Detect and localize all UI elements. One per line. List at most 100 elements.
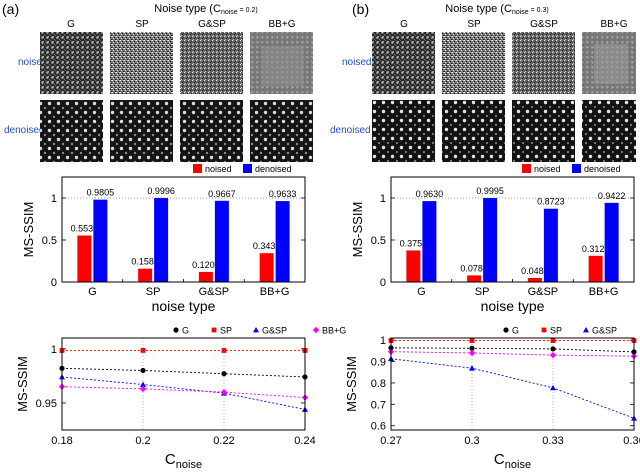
image-col-header-a-sp: SP (135, 19, 149, 30)
y-tick-label-b-0: 0 (380, 277, 386, 289)
legend-label-denoised-a: denoised (255, 164, 292, 174)
x-tick-label-b-2: G&SP (528, 286, 559, 298)
bar-denoised-b-3 (604, 202, 619, 282)
y-tick-label-b-2: 0.8 (371, 378, 386, 390)
line-chart-a: 0.18 0.2 0.22 0.24 0.95 1 G SP G&SP BB+G Cnoise MS-… (15, 326, 346, 472)
y-tick-label-b-2: 1 (380, 193, 386, 205)
blob-region-a (262, 46, 304, 86)
point-bbg-a-2 (220, 388, 228, 396)
series-line-gsp-b (390, 358, 635, 419)
legend-swatch-denoised-b (572, 164, 581, 173)
bar-chart-b: 0.3758 0.9630 G 0.0788 0.9995 SP 0.0484 0.8723 G… (350, 164, 635, 314)
point-g-b-2 (550, 346, 556, 352)
x-axis-label-c-a: C (165, 451, 176, 468)
plot-frame-b (390, 337, 635, 431)
image-grid-b (372, 32, 636, 162)
legend-label-gsp-b: G&SP (592, 326, 617, 336)
y-tick-label-a-1: 0.5 (42, 235, 57, 247)
point-g-a-1 (140, 367, 146, 374)
x-tick-label-b-3: BB+G (589, 286, 619, 298)
value-label-noised-a-1: 0.1585 (131, 257, 159, 267)
bar-noised-b-2 (527, 277, 542, 282)
x-tick-label-a-1: 0.2 (135, 435, 150, 447)
bar-denoised-b-2 (543, 208, 558, 282)
bar-denoised-a-1 (154, 198, 169, 282)
image-col-header-a-bbg: BB+G (269, 19, 296, 30)
legend-marker-sp-a (211, 327, 217, 333)
image-grid-a (40, 32, 313, 162)
x-axis-label-b: noise type (481, 298, 545, 314)
denoised-image-a-g (40, 100, 103, 162)
y-tick-label-b-0: 0.6 (371, 421, 386, 433)
y-tick-label-a-2: 1 (51, 193, 57, 205)
point-bbg-a-1 (139, 385, 147, 393)
bar-noised-a-1 (138, 268, 153, 282)
image-col-header-b-gsp: G&SP (530, 19, 558, 30)
image-col-header-b-sp: SP (467, 19, 481, 30)
y-tick-label-b-1: 0.7 (371, 399, 386, 411)
plot-frame-b (390, 176, 635, 283)
x-tick-label-b-1: SP (475, 286, 490, 298)
x-axis-label-b: Cnoise (494, 451, 531, 471)
line-chart-b: 0.270.30.330.360.60.70.80.91GSPG&SPBB+GC… (344, 326, 640, 472)
bar-noised-b-3 (588, 255, 603, 282)
noise-type-header-a: Noise type (Cnoise = 0.2) (154, 3, 257, 16)
noised-image-b-sp (442, 32, 505, 94)
row-label-denoised-b: denoised (330, 125, 371, 136)
x-tick-label-a-1: SP (146, 286, 161, 298)
point-sp-a-1 (140, 348, 146, 353)
row-label-noised-a: noised (18, 57, 47, 68)
point-g-a-2 (221, 371, 227, 377)
point-gsp-b-1 (469, 365, 475, 371)
legend-label-sp-a: SP (220, 326, 232, 336)
y-tick-label-b-1: 0.5 (371, 235, 386, 247)
x-tick-label-b-2: 0.33 (542, 435, 563, 447)
legend-swatch-noised-b (522, 164, 531, 173)
y-tick-label-b-3: 0.9 (371, 357, 386, 369)
image-col-header-b-g: G (400, 19, 408, 30)
value-label-denoised-a-0: 0.9805 (87, 188, 115, 198)
value-label-noised-b-0: 0.3758 (400, 238, 428, 248)
x-tick-label-b-1: 0.3 (464, 435, 479, 447)
legend-marker-gsp-b (583, 327, 589, 333)
x-tick-label-b-0: 0.27 (380, 435, 401, 447)
image-col-header-a-gsp: G&SP (198, 19, 226, 30)
value-label-noised-b-1: 0.0788 (460, 263, 488, 273)
y-tick-label-b-4: 1 (380, 335, 386, 347)
row-label-noised-b: noised (342, 57, 371, 68)
bar-noised-b-1 (467, 275, 482, 282)
bar-noised-a-0 (77, 235, 92, 282)
denoised-image-b-gsp (512, 100, 575, 162)
x-tick-label-a-0: G (88, 286, 97, 298)
legend-marker-bbg-a (312, 326, 320, 334)
value-label-denoised-b-2: 0.8723 (537, 197, 565, 207)
value-label-noised-a-2: 0.1201 (192, 260, 220, 270)
denoised-image-a-bbg (250, 100, 313, 162)
row-label-denoised-a: denoised (4, 125, 45, 136)
image-col-header-b-bbg: BB+G (601, 19, 628, 30)
bar-denoised-b-0 (422, 201, 437, 282)
denoised-image-a-gsp (180, 100, 243, 162)
value-label-denoised-a-3: 0.9633 (269, 189, 297, 199)
point-gsp-b-2 (550, 384, 556, 391)
legend-label-g-b: G (512, 326, 519, 336)
value-label-denoised-b-1: 0.9995 (476, 186, 504, 196)
y-axis-label-b: MS-SSIM (350, 202, 365, 258)
point-sp-b-1 (469, 338, 475, 343)
noised-image-b-g (372, 32, 435, 94)
denoised-image-b-sp (442, 100, 505, 162)
x-tick-label-a-3: BB+G (260, 286, 290, 298)
legend-label-g-a: G (182, 326, 189, 336)
panel-label-b: (b) (352, 1, 369, 17)
legend-marker-sp-b (541, 327, 547, 333)
denoised-image-b-bbg (582, 100, 636, 162)
plot-frame-a (61, 176, 306, 283)
noised-image-b-gsp (512, 32, 575, 94)
bar-denoised-a-0 (93, 199, 108, 282)
bar-chart-a: 0.5537 0.9805 G 0.1585 0.9996 SP 0.1201 0.9667 G… (21, 164, 306, 314)
blob-region-b (594, 44, 628, 84)
point-g-b-1 (469, 345, 475, 351)
y-axis-label-a: MS-SSIM (15, 356, 30, 412)
series-line-gsp-a (61, 376, 306, 410)
x-tick-label-a-2: G&SP (199, 286, 230, 298)
